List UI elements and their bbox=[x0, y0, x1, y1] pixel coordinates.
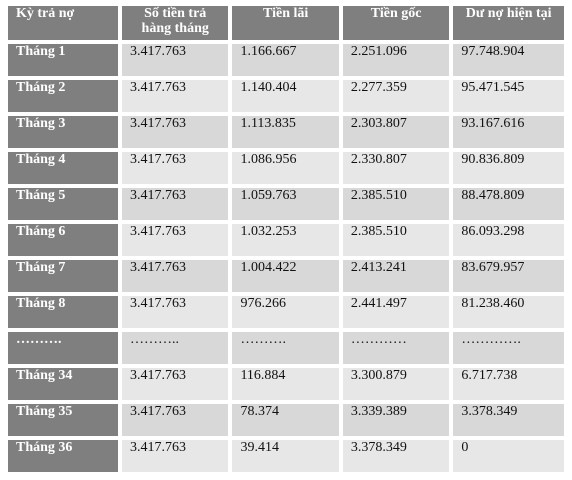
cell-tien-lai: 976.266 bbox=[232, 296, 343, 332]
cell-tien-goc: 2.385.510 bbox=[342, 224, 454, 260]
cell-du-no: 83.679.957 bbox=[453, 260, 564, 296]
cell-tien-goc: ………… bbox=[342, 332, 454, 368]
cell-du-no: 86.093.298 bbox=[453, 224, 564, 260]
cell-tien-lai: ………. bbox=[232, 332, 343, 368]
cell-so-tien-tra: ……….. bbox=[121, 332, 233, 368]
cell-ky-tra-no: Tháng 34 bbox=[8, 368, 122, 404]
cell-tien-lai: 39.414 bbox=[232, 440, 343, 476]
cell-tien-goc: 3.339.389 bbox=[342, 404, 454, 440]
cell-ky-tra-no: Tháng 36 bbox=[8, 440, 122, 476]
header-row: Kỳ trả nợ Số tiền trả hàng tháng Tiền lã… bbox=[8, 6, 564, 44]
cell-tien-lai: 1.032.253 bbox=[232, 224, 343, 260]
table-header: Kỳ trả nợ Số tiền trả hàng tháng Tiền lã… bbox=[8, 6, 564, 44]
cell-so-tien-tra: 3.417.763 bbox=[121, 404, 233, 440]
cell-tien-goc: 2.303.807 bbox=[342, 116, 454, 152]
cell-tien-goc: 2.277.359 bbox=[342, 80, 454, 116]
header-du-no: Dư nợ hiện tại bbox=[453, 6, 564, 44]
cell-so-tien-tra: 3.417.763 bbox=[121, 260, 233, 296]
cell-ky-tra-no: Tháng 1 bbox=[8, 44, 122, 80]
table-row: Tháng 34 3.417.763 116.884 3.300.879 6.717.7… bbox=[8, 368, 564, 404]
cell-du-no: 95.471.545 bbox=[453, 80, 564, 116]
header-tien-goc: Tiền gốc bbox=[342, 6, 454, 44]
table-row: Tháng 36 3.417.763 39.414 3.378.349 0 bbox=[8, 440, 564, 476]
cell-so-tien-tra: 3.417.763 bbox=[121, 224, 233, 260]
cell-tien-lai: 1.004.422 bbox=[232, 260, 343, 296]
cell-du-no: 93.167.616 bbox=[453, 116, 564, 152]
cell-tien-lai: 116.884 bbox=[232, 368, 343, 404]
cell-so-tien-tra: 3.417.763 bbox=[121, 44, 233, 80]
cell-so-tien-tra: 3.417.763 bbox=[121, 368, 233, 404]
table-body: Tháng 1 3.417.763 1.166.667 2.251.096 97.748… bbox=[8, 44, 564, 476]
cell-so-tien-tra: 3.417.763 bbox=[121, 152, 233, 188]
cell-du-no: 90.836.809 bbox=[453, 152, 564, 188]
cell-ky-tra-no: ………. bbox=[8, 332, 122, 368]
table-row: ……….………..……….……………………. bbox=[8, 332, 564, 368]
cell-tien-lai: 1.059.763 bbox=[232, 188, 343, 224]
cell-ky-tra-no: Tháng 3 bbox=[8, 116, 122, 152]
loan-repayment-table: Kỳ trả nợ Số tiền trả hàng tháng Tiền lã… bbox=[8, 6, 564, 476]
cell-so-tien-tra: 3.417.763 bbox=[121, 296, 233, 332]
table-row: Tháng 6 3.417.763 1.032.253 2.385.510 86.093… bbox=[8, 224, 564, 260]
cell-ky-tra-no: Tháng 7 bbox=[8, 260, 122, 296]
cell-tien-goc: 3.300.879 bbox=[342, 368, 454, 404]
cell-du-no: 81.238.460 bbox=[453, 296, 564, 332]
cell-ky-tra-no: Tháng 2 bbox=[8, 80, 122, 116]
cell-du-no: 6.717.738 bbox=[453, 368, 564, 404]
table-row: Tháng 3 3.417.763 1.113.835 2.303.807 93.167… bbox=[8, 116, 564, 152]
table-row: Tháng 1 3.417.763 1.166.667 2.251.096 97.748… bbox=[8, 44, 564, 80]
cell-tien-goc: 2.330.807 bbox=[342, 152, 454, 188]
cell-so-tien-tra: 3.417.763 bbox=[121, 188, 233, 224]
cell-so-tien-tra: 3.417.763 bbox=[121, 440, 233, 476]
table-row: Tháng 35 3.417.763 78.374 3.339.389 3.378.34… bbox=[8, 404, 564, 440]
cell-ky-tra-no: Tháng 6 bbox=[8, 224, 122, 260]
cell-tien-lai: 1.086.956 bbox=[232, 152, 343, 188]
cell-du-no: 97.748.904 bbox=[453, 44, 564, 80]
cell-tien-goc: 2.385.510 bbox=[342, 188, 454, 224]
cell-ky-tra-no: Tháng 5 bbox=[8, 188, 122, 224]
cell-so-tien-tra: 3.417.763 bbox=[121, 116, 233, 152]
cell-tien-goc: 2.251.096 bbox=[342, 44, 454, 80]
cell-so-tien-tra: 3.417.763 bbox=[121, 80, 233, 116]
cell-tien-goc: 3.378.349 bbox=[342, 440, 454, 476]
table-row: Tháng 2 3.417.763 1.140.404 2.277.359 95.471… bbox=[8, 80, 564, 116]
cell-du-no: 3.378.349 bbox=[453, 404, 564, 440]
header-tien-lai: Tiền lãi bbox=[232, 6, 343, 44]
cell-tien-lai: 1.166.667 bbox=[232, 44, 343, 80]
table-row: Tháng 4 3.417.763 1.086.956 2.330.807 90.836… bbox=[8, 152, 564, 188]
cell-ky-tra-no: Tháng 8 bbox=[8, 296, 122, 332]
header-so-tien-tra: Số tiền trả hàng tháng bbox=[121, 6, 233, 44]
cell-tien-lai: 78.374 bbox=[232, 404, 343, 440]
cell-tien-goc: 2.413.241 bbox=[342, 260, 454, 296]
table-row: Tháng 7 3.417.763 1.004.422 2.413.241 83.679… bbox=[8, 260, 564, 296]
cell-ky-tra-no: Tháng 35 bbox=[8, 404, 122, 440]
cell-tien-lai: 1.113.835 bbox=[232, 116, 343, 152]
cell-du-no: 88.478.809 bbox=[453, 188, 564, 224]
table-row: Tháng 5 3.417.763 1.059.763 2.385.510 88.478… bbox=[8, 188, 564, 224]
cell-tien-goc: 2.441.497 bbox=[342, 296, 454, 332]
header-so-tien-tra-line1: Số tiền trả bbox=[144, 6, 207, 21]
cell-tien-lai: 1.140.404 bbox=[232, 80, 343, 116]
table-row: Tháng 8 3.417.763 976.266 2.441.497 81.238.4… bbox=[8, 296, 564, 332]
cell-ky-tra-no: Tháng 4 bbox=[8, 152, 122, 188]
cell-du-no: 0 bbox=[453, 440, 564, 476]
cell-du-no: …………. bbox=[453, 332, 564, 368]
header-ky-tra-no: Kỳ trả nợ bbox=[8, 6, 122, 44]
header-so-tien-tra-line2: hàng tháng bbox=[141, 21, 209, 36]
